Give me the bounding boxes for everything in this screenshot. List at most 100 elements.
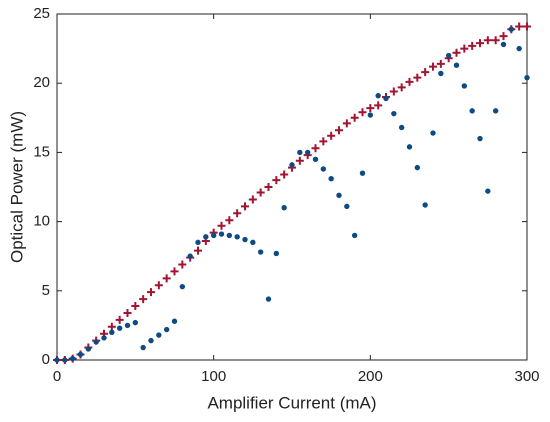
point (264, 183, 273, 191)
point (295, 156, 304, 165)
point (389, 87, 398, 96)
point (430, 130, 436, 136)
point (132, 319, 139, 326)
point (406, 144, 413, 150)
point (170, 267, 179, 276)
point (54, 357, 60, 363)
point (485, 188, 491, 194)
point (162, 274, 171, 283)
point (366, 104, 375, 113)
point (194, 246, 202, 255)
y-tick-label: 0 (42, 351, 50, 368)
point (391, 110, 397, 117)
point (234, 234, 240, 240)
point (312, 156, 319, 163)
point (483, 36, 492, 45)
point (336, 192, 342, 199)
point (93, 339, 99, 345)
point (461, 83, 468, 89)
point (218, 231, 225, 237)
point (226, 232, 233, 239)
point (163, 326, 170, 333)
y-tick-label: 20 (33, 74, 50, 91)
point (476, 39, 484, 48)
point (77, 351, 84, 358)
x-tick-label: 300 (514, 368, 539, 385)
point (140, 344, 146, 351)
point (453, 62, 460, 68)
point (319, 137, 328, 146)
x-tick-label: 200 (358, 368, 383, 385)
point (429, 62, 437, 71)
point (508, 26, 515, 32)
point (344, 203, 350, 210)
plot-frame (56, 13, 528, 361)
point (492, 108, 499, 114)
point (242, 236, 248, 243)
point (273, 250, 280, 257)
point (148, 337, 154, 344)
point (383, 95, 389, 102)
point (524, 74, 530, 81)
y-tick-label: 5 (42, 282, 50, 299)
point (280, 170, 289, 179)
point (154, 281, 163, 290)
point (436, 59, 445, 68)
point (115, 315, 124, 324)
point (272, 176, 281, 185)
point (131, 302, 140, 311)
point (179, 283, 186, 290)
point (358, 108, 367, 117)
x-axis-title: Amplifier Current (mA) (207, 393, 376, 412)
point (156, 332, 162, 338)
point (217, 221, 226, 230)
point (469, 108, 475, 114)
point (460, 44, 469, 53)
point (256, 188, 265, 197)
point (210, 232, 217, 239)
point (328, 175, 334, 182)
point (62, 357, 68, 363)
point (187, 253, 193, 259)
point (281, 205, 287, 211)
point (147, 288, 155, 297)
point (265, 296, 272, 302)
point (101, 335, 107, 341)
point (516, 45, 522, 52)
point (178, 260, 187, 269)
point (414, 164, 421, 171)
point (203, 234, 209, 240)
y-tick-label: 10 (33, 213, 50, 230)
point (69, 355, 76, 362)
y-tick-label: 25 (33, 5, 50, 22)
point (374, 101, 383, 110)
point (297, 149, 303, 156)
x-tick-label: 0 (53, 368, 61, 385)
point (477, 135, 483, 142)
point (124, 322, 131, 329)
point (311, 144, 320, 153)
point (320, 166, 327, 172)
point (225, 216, 234, 225)
y-tick-label: 15 (33, 143, 50, 160)
point (195, 239, 201, 246)
point (397, 83, 406, 92)
point (422, 202, 428, 208)
point (335, 126, 343, 135)
point (257, 249, 264, 255)
point (405, 77, 414, 86)
point (123, 308, 132, 317)
point (500, 41, 507, 48)
x-tick-label: 100 (201, 368, 226, 385)
point (445, 52, 452, 59)
point (398, 124, 405, 131)
point (499, 32, 508, 41)
point (452, 48, 461, 57)
point (359, 170, 366, 176)
point (289, 162, 295, 168)
point (367, 112, 374, 118)
point (327, 131, 336, 140)
point (491, 36, 500, 45)
point (523, 22, 531, 31)
